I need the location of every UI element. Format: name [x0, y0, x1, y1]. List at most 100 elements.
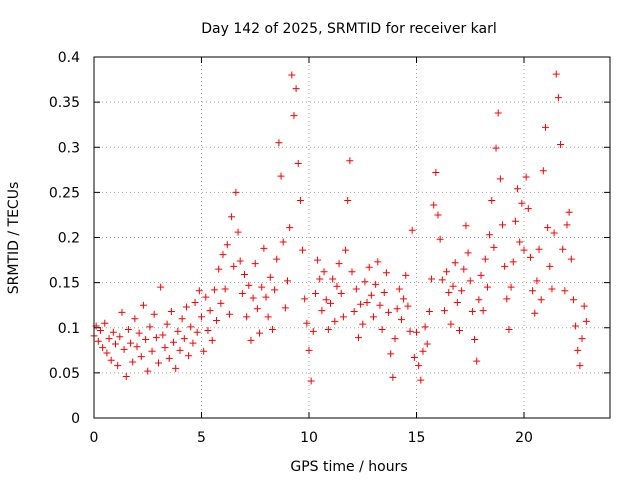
data-point [359, 320, 367, 328]
data-point [346, 157, 354, 165]
data-point [554, 94, 562, 102]
x-tick-label: 10 [300, 430, 318, 446]
data-point [101, 319, 109, 327]
data-point [580, 302, 588, 310]
data-point [477, 271, 485, 279]
data-points [90, 70, 590, 385]
y-tick-label: 0.25 [49, 185, 80, 201]
data-point [94, 337, 102, 345]
data-point [415, 362, 423, 370]
data-point [118, 308, 126, 316]
data-point [159, 331, 167, 339]
data-point [449, 282, 457, 290]
data-point [131, 315, 139, 323]
grid-layer [94, 57, 610, 418]
x-tick-label: 20 [515, 430, 533, 446]
data-point [339, 313, 347, 321]
data-point [374, 258, 382, 266]
x-tick-label: 15 [408, 430, 426, 446]
data-point [488, 196, 496, 204]
data-point [486, 231, 494, 239]
y-tick-label: 0.35 [49, 95, 80, 111]
data-point [516, 238, 524, 246]
data-point [223, 241, 231, 249]
data-point [458, 287, 466, 295]
data-point [561, 287, 569, 295]
data-point [163, 320, 171, 328]
data-point [331, 317, 339, 325]
data-point [309, 327, 317, 335]
data-point [434, 211, 442, 219]
data-point [408, 226, 416, 234]
data-point [273, 255, 281, 263]
data-point [290, 112, 298, 120]
data-point [324, 326, 332, 334]
data-point [578, 335, 586, 343]
data-point [133, 343, 141, 351]
data-point [135, 329, 143, 337]
data-point [565, 208, 573, 216]
data-point [382, 269, 390, 277]
data-point [109, 328, 117, 336]
data-point [161, 344, 169, 352]
data-point [294, 159, 302, 167]
data-point [380, 289, 388, 297]
data-point [182, 303, 190, 311]
data-point [507, 283, 515, 291]
data-point [120, 345, 128, 353]
data-point [475, 296, 483, 304]
data-point [410, 354, 418, 362]
data-point [204, 326, 212, 334]
data-point [221, 285, 229, 293]
data-point [217, 299, 225, 307]
data-point [281, 304, 289, 312]
data-point [215, 265, 223, 273]
data-point [256, 329, 264, 337]
data-point [178, 315, 186, 323]
y-tick-label: 0.05 [49, 366, 80, 382]
data-point [318, 307, 326, 315]
data-point [172, 364, 180, 372]
data-point [337, 289, 345, 297]
data-point [509, 258, 517, 266]
data-point [563, 221, 571, 229]
data-point [103, 349, 111, 357]
chart-title: Day 142 of 2025, SRMTID for receiver kar… [201, 21, 497, 37]
data-point [253, 305, 261, 313]
data-point [391, 335, 399, 343]
data-point [438, 276, 446, 284]
y-tick-label: 0 [71, 411, 80, 427]
data-point [266, 273, 274, 281]
data-point [529, 287, 537, 295]
data-point [574, 346, 582, 354]
data-point [157, 283, 165, 291]
data-point [195, 287, 203, 295]
y-tick-label: 0.1 [58, 321, 80, 337]
data-point [230, 262, 238, 270]
data-point [421, 323, 429, 331]
data-point [271, 286, 279, 294]
data-point [137, 353, 145, 361]
data-point [284, 277, 291, 285]
data-point [122, 372, 130, 380]
data-point [127, 339, 135, 347]
data-point [258, 283, 266, 291]
data-point [344, 196, 352, 204]
data-point [559, 245, 567, 253]
data-point [219, 251, 227, 259]
data-point [139, 301, 147, 309]
data-point [170, 338, 178, 346]
data-point [402, 271, 410, 279]
data-point [490, 243, 498, 251]
x-tick-label: 5 [197, 430, 206, 446]
data-point [189, 339, 197, 347]
data-point [582, 317, 590, 325]
data-point [387, 350, 395, 358]
data-point [275, 139, 283, 147]
data-point [210, 286, 218, 294]
data-point [114, 362, 122, 370]
data-point [301, 295, 309, 303]
data-point [176, 346, 184, 354]
data-point [419, 347, 427, 355]
